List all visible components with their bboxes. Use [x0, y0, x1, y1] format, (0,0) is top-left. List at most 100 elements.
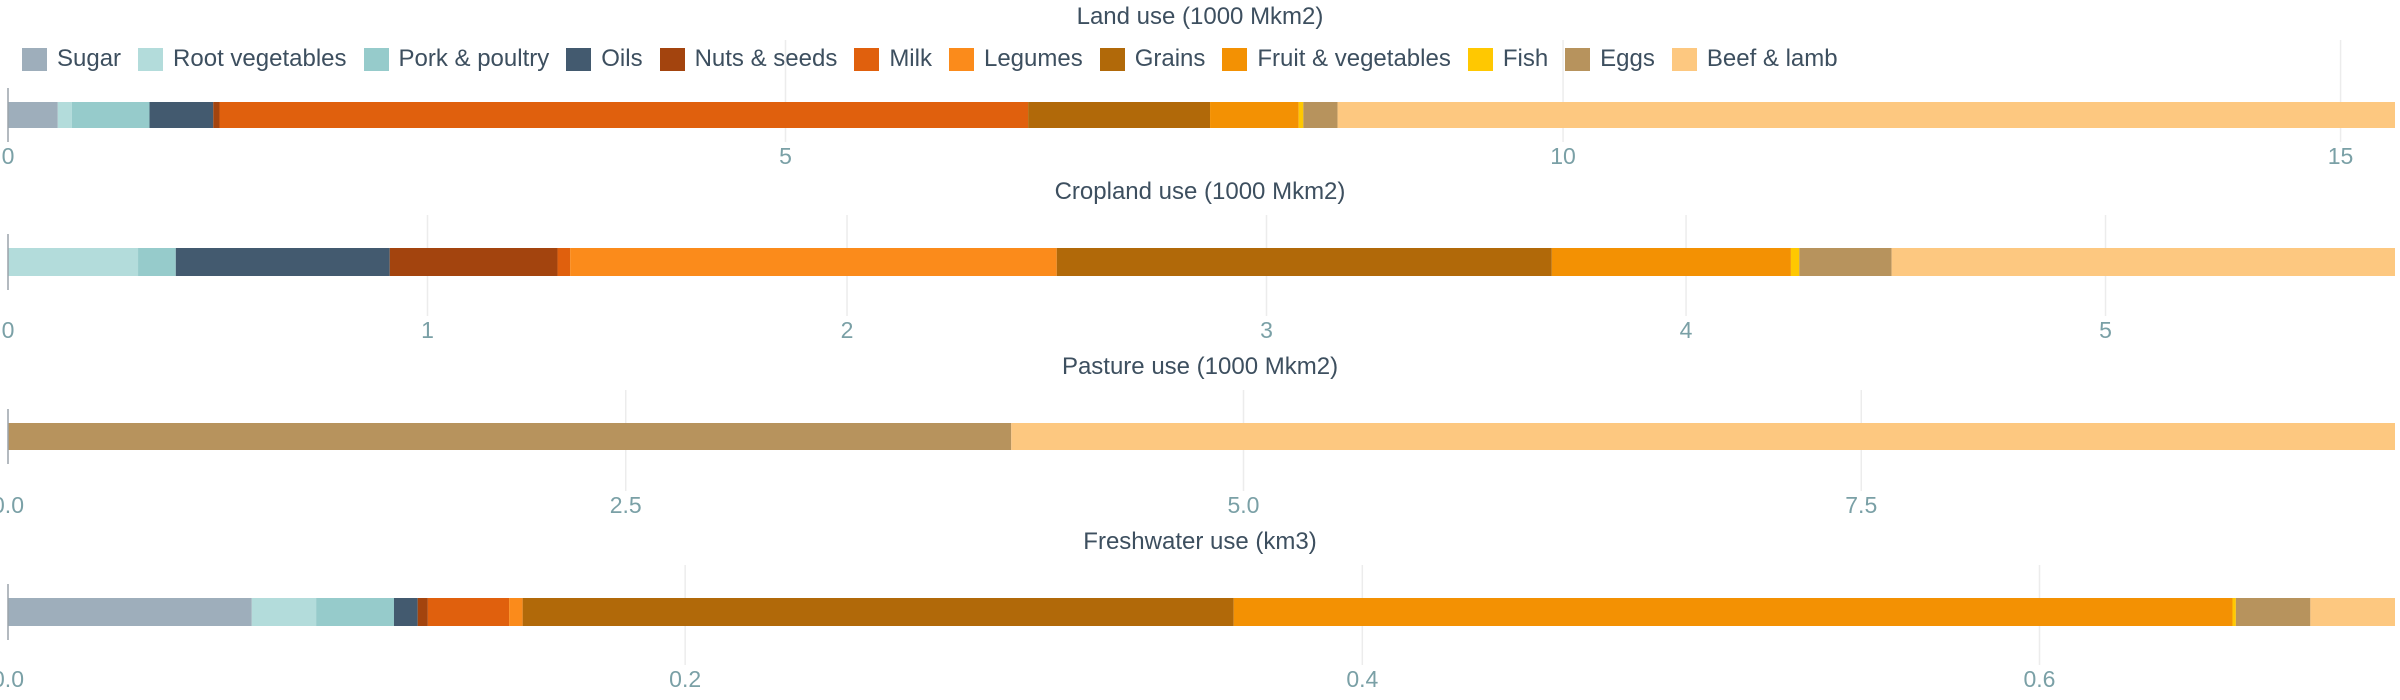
chart-title: Land use (1000 Mkm2) [1077, 3, 1324, 30]
x-tick-label: 0.2 [669, 666, 701, 692]
x-tick-label: 0 [2, 317, 15, 343]
bar-segment-legumes[interactable] [509, 598, 523, 626]
bar-segment-eggs[interactable] [8, 423, 1012, 450]
legend-item-beef-and-lamb[interactable]: Beef & lamb [1671, 45, 1838, 73]
legend-item-milk[interactable]: Milk [854, 45, 932, 73]
legend-item-pork-and-poultry[interactable]: Pork & poultry [363, 45, 550, 73]
bar-segment-fruit-and-vegetables[interactable] [1233, 598, 2233, 626]
x-tick-label: 0.0 [0, 666, 24, 692]
legend-item-fish[interactable]: Fish [1467, 45, 1549, 73]
bar-segment-fruit-and-vegetables[interactable] [1551, 248, 1791, 276]
legend-label: Beef & lamb [1706, 45, 1838, 72]
legend-swatch [659, 47, 685, 71]
legend-swatch [22, 47, 47, 71]
chart-title: Pasture use (1000 Mkm2) [1062, 353, 1338, 380]
bar-segment-milk[interactable] [219, 102, 1029, 128]
x-tick-label: 1 [421, 317, 434, 343]
legend-item-fruit-and-vegetables[interactable]: Fruit & vegetables [1222, 45, 1451, 73]
chart-cropland-use-1000-mkm2: Cropland use (1000 Mkm2) 0 1 2 3 4 5 [2, 178, 2395, 343]
legend-label: Eggs [1600, 45, 1655, 72]
legend-swatch [948, 47, 974, 71]
legend-swatch [1467, 47, 1493, 71]
bar-segment-nuts-and-seeds[interactable] [389, 248, 558, 276]
bar-segment-eggs[interactable] [1799, 248, 1892, 276]
chart-title: Freshwater use (km3) [1083, 528, 1316, 555]
x-tick-label: 10 [1550, 143, 1576, 169]
legend-label: Pork & poultry [398, 45, 550, 72]
bar-segment-grains[interactable] [522, 598, 1234, 626]
bar-segment-nuts-and-seeds[interactable] [417, 598, 428, 626]
legend-item-sugar[interactable]: Sugar [22, 45, 121, 73]
bar-segment-fish[interactable] [1790, 248, 1800, 276]
legend-swatch [854, 47, 880, 71]
x-tick-label: 0 [2, 143, 15, 169]
legend-swatch [566, 47, 592, 71]
bar-segment-fish[interactable] [2232, 598, 2236, 626]
x-tick-label: 5 [2099, 317, 2112, 343]
legend-item-eggs[interactable]: Eggs [1565, 45, 1655, 73]
legend-label: Nuts & seeds [694, 45, 838, 72]
bar-segment-beef-and-lamb[interactable] [1337, 102, 2395, 128]
legend-label: Oils [601, 45, 643, 72]
bar-segment-pork-and-poultry[interactable] [316, 598, 394, 626]
bar-segment-legumes[interactable] [570, 248, 1057, 276]
bar-segment-fish[interactable] [1298, 102, 1304, 128]
bar-segment-sugar[interactable] [8, 598, 252, 626]
x-tick-label: 0.6 [2023, 666, 2055, 692]
legend-label: Legumes [983, 45, 1083, 72]
bar-segment-grains[interactable] [1028, 102, 1211, 128]
legend-item-legumes[interactable]: Legumes [948, 45, 1083, 73]
legend-item-nuts-and-seeds[interactable]: Nuts & seeds [659, 45, 838, 73]
legend-label: Fruit & vegetables [1257, 45, 1451, 72]
bar-segment-eggs[interactable] [1303, 102, 1338, 128]
chart-legend: Sugar Root vegetables Pork & poultry Oils Nu… [22, 42, 1855, 76]
x-tick-label: 0.4 [1346, 666, 1378, 692]
x-tick-label: 5.0 [1228, 492, 1260, 518]
legend-label: Fish [1502, 45, 1549, 72]
bar-segment-root-vegetables[interactable] [251, 598, 317, 626]
x-tick-label: 7.5 [1845, 492, 1877, 518]
x-tick-label: 0.0 [0, 492, 24, 518]
legend-item-grains[interactable]: Grains [1099, 45, 1206, 73]
bar-segment-root-vegetables[interactable] [57, 102, 72, 128]
bar-segment-eggs[interactable] [2235, 598, 2311, 626]
legend-item-root-vegetables[interactable]: Root vegetables [138, 45, 347, 73]
bar-segment-fruit-and-vegetables[interactable] [1210, 102, 1299, 128]
legend-swatch [138, 47, 164, 71]
chart-freshwater-use-km3: Freshwater use (km3) 0.0 0.2 0.4 0.6 [0, 528, 2395, 692]
bar-segment-beef-and-lamb[interactable] [1011, 423, 2395, 450]
x-tick-label: 5 [779, 143, 792, 169]
legend-label: Root vegetables [173, 45, 347, 72]
bar-segment-beef-and-lamb[interactable] [2310, 598, 2395, 626]
chart-pasture-use-1000-mkm2: Pasture use (1000 Mkm2) 0.0 2.5 5.0 7.5 [0, 353, 2395, 518]
chart-title: Cropland use (1000 Mkm2) [1055, 178, 1346, 205]
bar-segment-pork-and-poultry[interactable] [138, 248, 176, 276]
legend-item-oils[interactable]: Oils [566, 45, 643, 73]
chart-land-use-1000-mkm2: Land use (1000 Mkm2) 0 5 10 15 [2, 3, 2395, 169]
legend-label: Milk [889, 45, 932, 72]
x-tick-label: 4 [1680, 317, 1693, 343]
legend-swatch [1671, 47, 1697, 71]
legend-swatch [1099, 47, 1125, 71]
bar-segment-grains[interactable] [1056, 248, 1552, 276]
legend-swatch [363, 47, 389, 71]
bar-segment-nuts-and-seeds[interactable] [213, 102, 220, 128]
bar-segment-sugar[interactable] [8, 102, 58, 128]
bar-segment-oils[interactable] [393, 598, 418, 626]
legend-swatch [1222, 47, 1248, 71]
bar-segment-beef-and-lamb[interactable] [1891, 248, 2395, 276]
bar-segment-oils[interactable] [149, 102, 214, 128]
x-tick-label: 2.5 [610, 492, 642, 518]
bar-segment-oils[interactable] [175, 248, 390, 276]
x-tick-label: 2 [841, 317, 854, 343]
bar-segment-pork-and-poultry[interactable] [71, 102, 150, 128]
legend-label: Grains [1134, 45, 1206, 72]
x-tick-label: 15 [2328, 143, 2354, 169]
bar-segment-milk[interactable] [557, 248, 571, 276]
legend-swatch [1565, 47, 1591, 71]
x-tick-label: 3 [1260, 317, 1273, 343]
bar-segment-root-vegetables[interactable] [8, 248, 139, 276]
legend-label: Sugar [57, 45, 122, 72]
bar-segment-milk[interactable] [427, 598, 510, 626]
